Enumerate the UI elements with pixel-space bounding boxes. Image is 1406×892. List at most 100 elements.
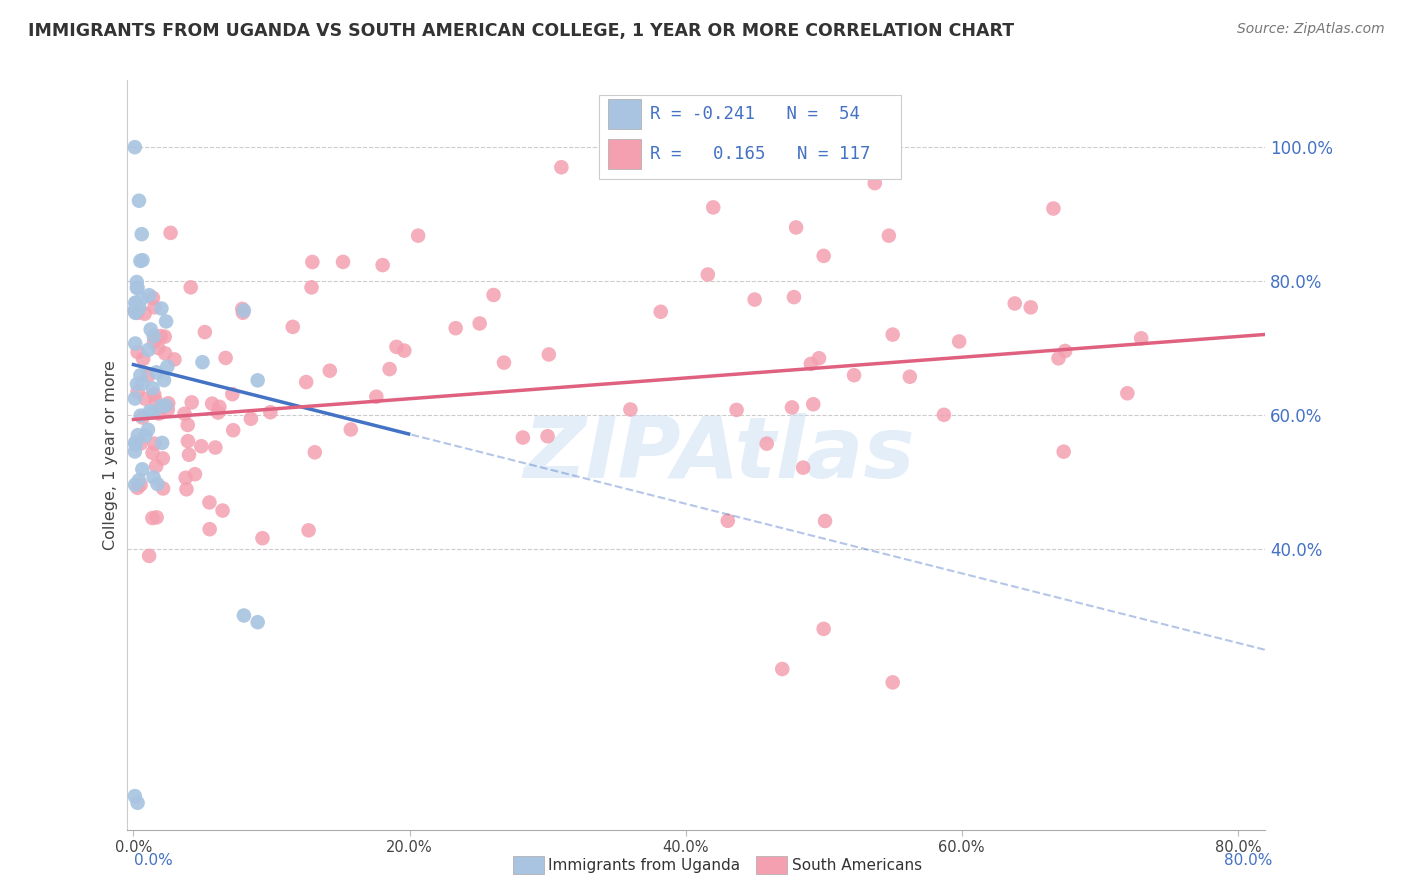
Point [444,321,467,335]
Point [124,306,146,320]
Point [780,401,803,415]
Point [492,356,515,370]
Point [124,435,146,450]
Point [141,446,163,460]
Point [619,402,641,417]
Text: 0.0%: 0.0% [134,854,173,868]
Point [134,392,156,406]
Point [1042,202,1064,216]
Point [177,434,200,449]
Point [211,503,233,517]
Text: R =   0.165   N = 117: R = 0.165 N = 117 [651,145,870,163]
Text: Source: ZipAtlas.com: Source: ZipAtlas.com [1237,22,1385,37]
Point [177,417,200,432]
Point [155,314,177,328]
Point [207,405,229,419]
Point [125,296,148,310]
Point [145,510,167,524]
Point [932,408,955,422]
Point [259,405,281,419]
Point [152,482,174,496]
Point [184,467,207,482]
Point [1019,301,1042,315]
Point [127,481,149,495]
Point [124,140,146,154]
Point [813,622,835,636]
Point [125,281,148,295]
Point [131,292,153,306]
Point [898,369,921,384]
Point [297,524,319,538]
Point [127,281,149,295]
Point [124,392,146,406]
Point [232,608,254,623]
Point [141,511,163,525]
Point [842,368,865,383]
Point [125,275,148,289]
Point [138,549,160,563]
Point [394,343,416,358]
Point [129,368,152,383]
Point [725,403,748,417]
Point [124,336,146,351]
Point [124,444,146,458]
Point [1054,343,1077,358]
Point [129,254,152,268]
Point [138,288,160,302]
Point [755,436,778,450]
Point [201,397,224,411]
Point [157,396,180,410]
Point [149,329,172,343]
Point [1130,331,1153,345]
Text: R = -0.241   N =  54: R = -0.241 N = 54 [651,105,860,123]
Point [650,305,672,319]
Point [143,334,166,349]
Point [221,387,243,401]
Point [129,409,152,423]
Point [198,495,221,509]
Point [877,228,900,243]
Point [301,280,323,294]
Point [194,325,217,339]
Point [131,376,153,391]
Point [142,381,165,395]
Point [127,796,149,810]
Point [208,400,231,414]
Point [198,522,221,536]
Point [246,373,269,387]
Point [134,307,156,321]
Point [814,514,837,528]
Point [150,301,173,316]
Point [304,445,326,459]
Point [232,306,254,320]
Point [801,397,824,411]
Point [800,357,823,371]
Point [145,365,167,379]
Point [153,373,176,387]
Point [124,304,146,318]
Point [124,438,146,452]
Point [863,176,886,190]
Text: South Americans: South Americans [792,858,922,872]
Point [948,334,970,349]
Point [124,789,146,804]
Point [385,340,408,354]
Text: Immigrants from Uganda: Immigrants from Uganda [548,858,741,872]
Point [148,407,170,421]
Point [191,355,214,369]
Point [142,291,165,305]
Point [717,514,740,528]
Point [1116,386,1139,401]
Text: 80.0%: 80.0% [1225,854,1272,868]
Point [128,473,150,487]
Point [882,327,904,342]
Point [371,258,394,272]
Point [468,317,491,331]
Point [136,343,159,357]
Point [406,228,429,243]
Point [785,220,807,235]
Point [190,439,212,453]
Point [127,345,149,359]
Point [1053,444,1076,458]
Point [173,407,195,421]
